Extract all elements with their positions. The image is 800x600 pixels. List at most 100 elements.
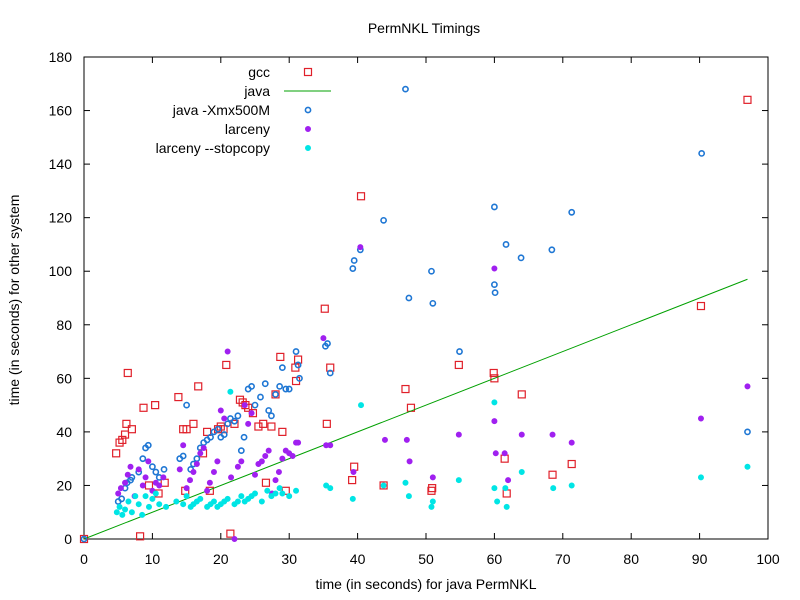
data-point <box>429 299 437 307</box>
data-point <box>401 384 410 394</box>
y-tick-label: 160 <box>49 103 73 119</box>
data-point <box>286 493 293 500</box>
data-point <box>294 361 302 369</box>
data-point <box>744 428 751 436</box>
data-point <box>234 463 241 470</box>
data-point <box>180 442 187 449</box>
data-point <box>113 509 120 516</box>
data-point <box>502 489 511 498</box>
data-point <box>207 433 214 441</box>
data-point <box>116 503 123 510</box>
data-point <box>79 534 89 544</box>
legend-label: java -Xmx500M <box>172 102 270 118</box>
data-point <box>240 433 248 441</box>
data-point <box>322 419 331 428</box>
data-point <box>380 216 387 224</box>
data-point <box>490 281 498 289</box>
data-point <box>80 535 88 543</box>
data-point <box>502 241 510 248</box>
data-point <box>234 412 242 420</box>
data-point <box>241 402 248 409</box>
data-point <box>402 479 409 486</box>
data-point <box>268 412 275 420</box>
x-tick-label: 50 <box>418 551 434 567</box>
data-point <box>491 265 498 272</box>
data-point <box>183 493 190 500</box>
x-axis-label: time (in seconds) for java PermNKL <box>316 576 537 592</box>
data-point <box>491 485 498 492</box>
x-tick-label: 0 <box>80 551 88 567</box>
data-point <box>456 348 463 355</box>
data-point <box>160 478 169 487</box>
data-point <box>235 395 245 404</box>
data-point <box>261 380 269 388</box>
data-point <box>327 485 334 492</box>
data-point <box>197 450 204 457</box>
data-point <box>144 481 154 490</box>
data-point <box>264 487 271 494</box>
data-point <box>279 490 286 497</box>
data-point <box>743 95 752 104</box>
data-point <box>151 401 160 410</box>
data-point <box>226 529 235 538</box>
data-point <box>224 495 231 502</box>
data-point <box>115 438 124 447</box>
data-point <box>491 399 498 406</box>
series-4 <box>113 388 751 518</box>
data-point <box>358 402 365 409</box>
data-point <box>124 471 131 478</box>
data-point <box>227 388 234 395</box>
data-point <box>193 455 201 463</box>
data-point <box>490 203 498 211</box>
series-0 <box>79 95 752 544</box>
axis-ticks <box>83 56 769 540</box>
data-point <box>428 267 435 275</box>
data-point <box>139 482 146 489</box>
data-point <box>251 490 258 497</box>
data-point <box>152 490 159 497</box>
data-point <box>127 425 136 434</box>
data-point <box>517 254 525 262</box>
legend-label: java <box>243 83 270 99</box>
data-point <box>517 390 526 399</box>
data-point <box>428 484 437 493</box>
data-point <box>272 390 279 398</box>
data-point <box>128 474 136 481</box>
data-point <box>405 493 412 500</box>
data-point <box>381 436 388 443</box>
data-point <box>429 498 436 505</box>
data-point <box>279 455 286 462</box>
data-point <box>427 486 436 495</box>
data-point <box>744 383 751 390</box>
axis-tick-labels: 0 10 20 30 40 50 60 70 80 90 100 0 20 40 60 80 100 120 140… <box>49 49 780 567</box>
data-point <box>152 468 160 476</box>
data-point <box>156 482 163 489</box>
data-point <box>403 436 410 443</box>
data-point <box>455 477 462 484</box>
data-point <box>326 369 334 377</box>
data-point <box>190 469 197 476</box>
data-point <box>323 482 330 489</box>
data-point <box>271 390 280 399</box>
data-point <box>296 374 303 382</box>
x-tick-label: 90 <box>692 551 708 567</box>
data-point <box>405 294 413 302</box>
data-point <box>548 246 556 254</box>
y-tick-label: 120 <box>49 210 73 226</box>
data-point <box>163 503 170 510</box>
data-point <box>238 458 245 465</box>
data-point <box>122 479 129 486</box>
data-point <box>491 418 498 425</box>
data-point <box>142 493 149 500</box>
data-point <box>142 474 149 481</box>
data-point <box>258 458 265 465</box>
data-point <box>115 490 122 497</box>
data-point <box>156 501 163 508</box>
y-tick-label: 180 <box>49 49 73 65</box>
y-tick-label: 100 <box>49 263 73 279</box>
x-tick-label: 10 <box>145 551 161 567</box>
data-point <box>144 441 152 449</box>
data-point <box>492 450 499 457</box>
data-point <box>278 364 286 372</box>
data-point <box>251 401 259 409</box>
